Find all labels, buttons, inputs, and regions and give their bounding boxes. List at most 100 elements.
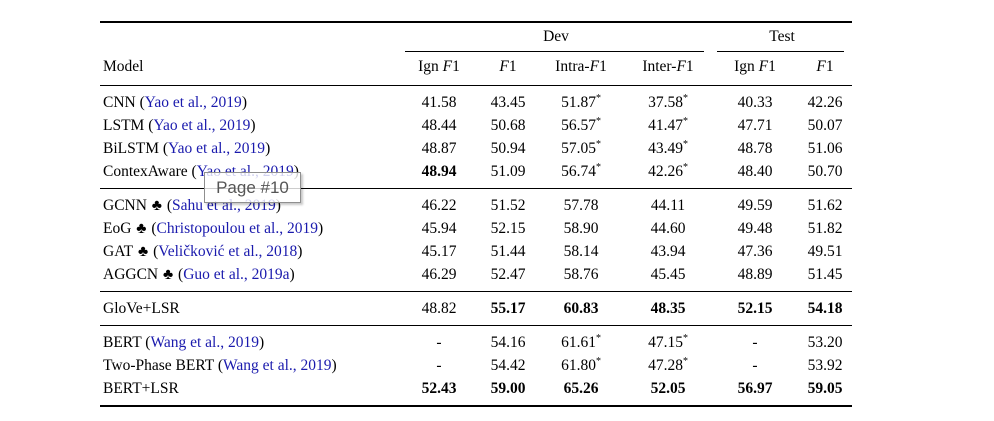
value-cell: 52.15	[712, 292, 798, 326]
significance-star: *	[682, 93, 688, 104]
value-cell: 54.16	[478, 326, 538, 355]
results-table: Dev Test Model Ign F1 F1 Intra-F1 Inter-F1 Ign…	[100, 21, 853, 407]
citation-link[interactable]: Yao et al., 2019	[153, 117, 251, 134]
model-name: ContexAware	[103, 163, 188, 180]
value: 47.28	[648, 357, 683, 374]
col-header-1: Ign F1	[418, 58, 460, 75]
model-name-cell: BERT+LSR	[100, 377, 400, 406]
citation-link[interactable]: Yao et al., 2019	[144, 94, 242, 111]
model-name-cell: EoG ♣ (Christopoulou et al., 2019)	[103, 220, 324, 237]
value: 54.18	[807, 300, 843, 317]
value-cell: 41.58	[400, 86, 478, 115]
value-cell: 52.15	[478, 217, 538, 240]
page-number-tooltip: Page #10	[204, 172, 301, 203]
value-cell: 51.82	[798, 217, 852, 240]
value-cell: 54.42	[478, 354, 538, 377]
value-cell: 48.35	[624, 292, 712, 326]
row-group-2: GloVe+LSR 48.82 55.17 60.83 48.35 52.15 54.18	[100, 291, 853, 326]
value: 40.33	[737, 94, 773, 111]
value: 50.07	[807, 117, 843, 134]
value: 41.58	[421, 94, 457, 111]
tooltip-text: Page #10	[216, 177, 289, 197]
value: 52.15	[490, 220, 526, 237]
value: 52.47	[490, 266, 526, 283]
value: 43.49	[648, 140, 683, 157]
value: 41.47	[648, 117, 683, 134]
citation-link[interactable]: Wang et al., 2019	[150, 334, 259, 351]
significance-star: *	[595, 93, 601, 104]
significance-star: *	[682, 139, 688, 150]
citation-link[interactable]: Wang et al., 2019	[222, 357, 332, 374]
value: 48.35	[650, 300, 686, 317]
model-name-cell: CNN (Yao et al., 2019)	[103, 94, 247, 111]
significance-star: *	[682, 162, 688, 173]
table-row: BERT+LSR 52.43 59.00 65.26 52.05 56.97 59.05	[100, 377, 852, 406]
significance-star: *	[595, 139, 601, 150]
value-cell: 57.78	[538, 189, 624, 218]
value-cell: 56.57*	[538, 114, 624, 137]
table-row: BERT (Wang et al., 2019) -54.16 61.61* 47.1…	[100, 326, 852, 355]
value: 44.60	[650, 220, 686, 237]
citation-link[interactable]: Yao et al., 2019	[168, 140, 266, 157]
value: 52.43	[421, 380, 457, 397]
citation-link[interactable]: Guo et al., 2019a	[183, 266, 290, 283]
model-name: GCNN	[103, 197, 147, 214]
model-name-cell: GAT ♣ (Veličković et al., 2018)	[103, 243, 303, 260]
club-icon: ♣	[159, 266, 174, 283]
value-cell: 51.62	[798, 189, 852, 218]
value: 48.87	[421, 140, 457, 157]
value-cell: 44.60	[624, 217, 712, 240]
table-row: CNN (Yao et al., 2019) 41.58 43.45 51.87* 37…	[100, 86, 852, 115]
model-name: GAT	[103, 243, 134, 260]
span-header-dev: Dev	[400, 22, 712, 52]
italic-f: F	[816, 58, 826, 75]
value-cell: 44.11	[624, 189, 712, 218]
value-cell: 51.87*	[538, 86, 624, 115]
value: 43.94	[650, 243, 686, 260]
table-row: EoG ♣ (Christopoulou et al., 2019) 45.94 5…	[100, 217, 852, 240]
value: 47.15	[648, 334, 683, 351]
value: 55.17	[490, 300, 526, 317]
col-header-0: Model	[103, 58, 144, 75]
value: 52.15	[737, 300, 773, 317]
value-cell: 51.09	[478, 160, 538, 189]
value-cell: 51.44	[478, 240, 538, 263]
value: 50.68	[490, 117, 526, 134]
col-header-3: Intra-F1	[555, 58, 607, 75]
value-cell: -	[712, 354, 798, 377]
value: 48.82	[421, 300, 457, 317]
value: 45.45	[650, 266, 686, 283]
value-cell: 50.07	[798, 114, 852, 137]
significance-star: *	[595, 116, 601, 127]
value: 61.61	[561, 334, 596, 351]
citation-link[interactable]: Christopoulou et al., 2019	[156, 220, 318, 237]
value: 37.58	[648, 94, 683, 111]
value-cell: 59.00	[478, 377, 538, 406]
significance-star: *	[595, 162, 601, 173]
span-header-row: Dev Test	[100, 22, 852, 52]
model-name-cell: LSTM (Yao et al., 2019)	[103, 117, 256, 134]
club-icon: ♣	[147, 197, 162, 214]
table-row: LSTM (Yao et al., 2019) 48.44 50.68 56.57* 4…	[100, 114, 852, 137]
value-cell: 48.94	[400, 160, 478, 189]
value-cell: 57.05*	[538, 137, 624, 160]
value-cell: 52.43	[400, 377, 478, 406]
value: 43.45	[490, 94, 526, 111]
value-cell: 53.20	[798, 326, 852, 355]
value-cell: 58.90	[538, 217, 624, 240]
value-cell: 45.17	[400, 240, 478, 263]
value-cell: 58.14	[538, 240, 624, 263]
model-name: EoG	[103, 220, 132, 237]
span-header-test: Test	[712, 22, 852, 52]
value: 44.11	[650, 197, 686, 214]
value: 53.92	[807, 357, 843, 374]
row-group-1: GCNN ♣ (Sahu et al., 2019) 46.22 51.52 57.7…	[100, 188, 853, 292]
table-row: Two-Phase BERT (Wang et al., 2019) - 54.42…	[100, 354, 852, 377]
model-name: GloVe+LSR	[103, 300, 180, 317]
italic-f: F	[442, 58, 453, 75]
citation-link[interactable]: Veličković et al., 2018	[158, 243, 298, 260]
column-header-row: Model Ign F1 F1 Intra-F1 Inter-F1 Ign F1 F1	[100, 52, 852, 86]
significance-star: *	[682, 116, 688, 127]
value: 48.89	[737, 266, 773, 283]
